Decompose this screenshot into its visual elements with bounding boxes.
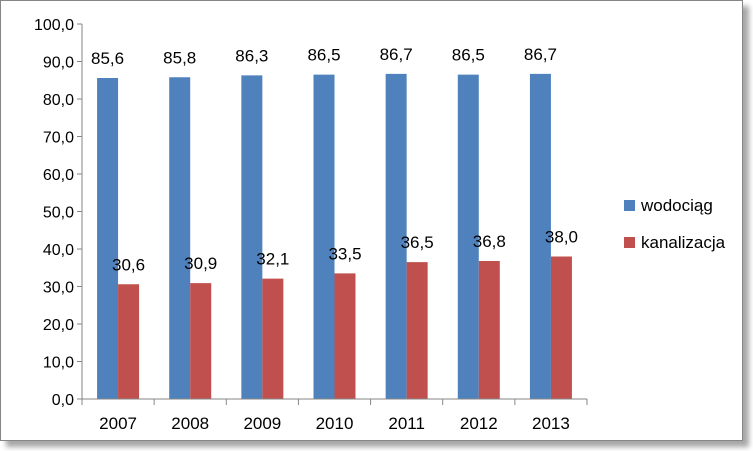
x-tick-label: 2013 xyxy=(532,414,570,433)
data-label: 38,0 xyxy=(545,228,578,247)
bar-wodociag-2008 xyxy=(169,77,191,399)
legend-label: kanalizacja xyxy=(641,233,726,252)
bar-wodociag-2007 xyxy=(97,78,119,399)
data-label: 85,6 xyxy=(91,49,124,68)
bar-series xyxy=(97,73,572,399)
data-label: 86,7 xyxy=(380,45,413,64)
bar-kanalizacja-2012 xyxy=(478,261,500,399)
legend-swatch-wodociag xyxy=(624,200,635,211)
y-tick-label: 80,0 xyxy=(43,92,74,109)
x-tick-label: 2007 xyxy=(99,414,137,433)
bar-wodociag-2013 xyxy=(529,73,551,399)
y-tick-label: 20,0 xyxy=(43,317,74,334)
x-axis-labels: 2007 2008 2009 2010 2011 2012 2013 xyxy=(99,414,570,433)
bar-kanalizacja-2011 xyxy=(406,262,428,399)
y-tick-label: 100,0 xyxy=(34,17,74,34)
x-tick-label: 2008 xyxy=(171,414,209,433)
y-tick-label: 10,0 xyxy=(43,355,74,372)
data-label: 86,5 xyxy=(307,46,340,65)
axes xyxy=(81,24,588,405)
y-tick-label: 30,0 xyxy=(43,280,74,297)
data-label: 86,7 xyxy=(524,45,557,64)
y-tick-label: 0,0 xyxy=(52,392,74,409)
data-label: 33,5 xyxy=(328,244,361,263)
data-label: 85,8 xyxy=(163,48,196,67)
data-label: 86,5 xyxy=(452,46,485,65)
legend: wodociąg kanalizacja xyxy=(624,196,726,252)
bar-kanalizacja-2010 xyxy=(334,273,356,399)
bar-wodociag-2009 xyxy=(241,75,263,399)
legend-swatch-kanalizacja xyxy=(624,237,635,248)
bar-wodociag-2011 xyxy=(385,73,407,399)
legend-label: wodociąg xyxy=(640,196,713,215)
y-tick-label: 40,0 xyxy=(43,242,74,259)
x-tick-label: 2010 xyxy=(316,414,354,433)
x-tick-label: 2011 xyxy=(388,414,425,433)
bar-kanalizacja-2009 xyxy=(262,278,284,399)
y-axis-ticks: 0,0 10,0 20,0 30,0 40,0 50,0 60,0 70,0 80,0 90,0 1… xyxy=(34,17,82,409)
y-tick-label: 60,0 xyxy=(43,167,74,184)
data-label: 86,3 xyxy=(235,46,268,65)
y-tick-label: 70,0 xyxy=(43,130,74,147)
y-tick-label: 90,0 xyxy=(43,55,74,72)
data-label: 32,1 xyxy=(256,250,289,269)
y-tick-label: 50,0 xyxy=(43,205,74,222)
bar-kanalizacja-2013 xyxy=(550,256,572,399)
data-labels: 85,6 30,6 85,8 30,9 86,3 32,1 86,5 33,5 86,7 36,5… xyxy=(91,45,578,274)
data-label: 30,9 xyxy=(184,254,217,273)
bar-wodociag-2010 xyxy=(313,74,335,399)
bar-wodociag-2012 xyxy=(457,74,479,399)
data-label: 36,5 xyxy=(401,233,434,252)
x-tick-label: 2009 xyxy=(243,414,281,433)
data-label: 30,6 xyxy=(112,255,145,274)
x-tick-label: 2012 xyxy=(460,414,498,433)
bar-kanalizacja-2008 xyxy=(190,283,212,399)
bar-kanalizacja-2007 xyxy=(118,284,140,399)
data-label: 36,8 xyxy=(473,232,506,251)
